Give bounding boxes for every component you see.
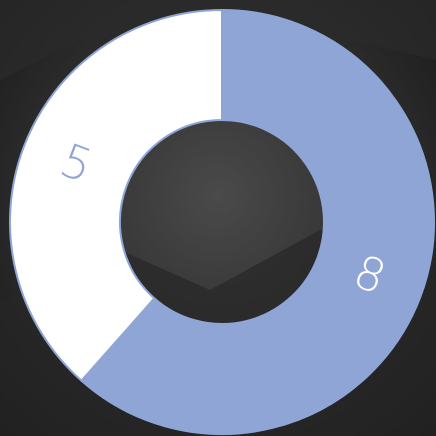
donut-segment <box>9 8 223 383</box>
donut-segment <box>80 8 435 435</box>
